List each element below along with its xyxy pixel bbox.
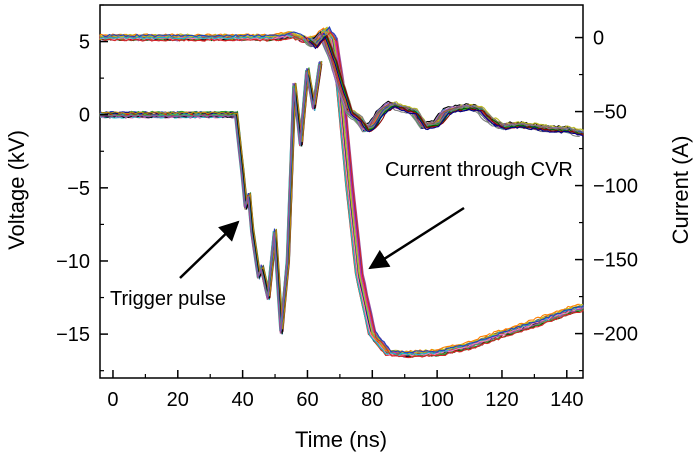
right-y-tick-label: −100 [593, 176, 638, 198]
right-y-tick-label: 0 [593, 28, 604, 50]
left-y-tick-label: −15 [56, 324, 90, 346]
x-tick-label: 40 [232, 389, 254, 411]
trace-line [309, 34, 584, 135]
x-tick-label: 120 [485, 389, 518, 411]
x-tick-label: 80 [361, 389, 383, 411]
x-tick-label: 60 [296, 389, 318, 411]
x-tick-label: 140 [550, 389, 583, 411]
right-y-axis-title: Current (A) [668, 136, 693, 245]
left-y-tick-label: −10 [56, 251, 90, 273]
ticks-group: 0 20 40 60 80 100 120 14050−5−10−150−50−100−150… [56, 4, 638, 411]
left-y-axis-title: Voltage (kV) [4, 130, 29, 250]
left-y-tick-label: 0 [79, 105, 90, 127]
left-y-tick-label: 5 [79, 32, 90, 54]
trace-line [310, 33, 584, 135]
trace-line [99, 29, 580, 356]
x-tick-label: 100 [420, 389, 453, 411]
right-y-tick-label: −200 [593, 324, 638, 346]
current-cvr-arrow [368, 206, 465, 270]
trace-line [310, 32, 584, 133]
trace-line [308, 35, 584, 137]
trigger-pulse-label: Trigger pulse [110, 288, 226, 310]
x-tick-label: 0 [107, 389, 118, 411]
traces-group [99, 26, 584, 359]
trigger-pulse-arrow [179, 220, 240, 279]
plot-frame [99, 4, 584, 379]
trace-line [310, 34, 584, 136]
right-y-tick-label: −50 [593, 102, 627, 124]
trace-line [99, 64, 320, 334]
x-tick-label: 20 [167, 389, 189, 411]
current-cvr-label: Current through CVR [385, 159, 573, 181]
x-axis-title: Time (ns) [295, 427, 387, 452]
right-y-tick-label: −150 [593, 250, 638, 272]
left-y-tick-label: −5 [67, 178, 90, 200]
trace-line [101, 61, 323, 330]
trace-line [308, 36, 584, 136]
